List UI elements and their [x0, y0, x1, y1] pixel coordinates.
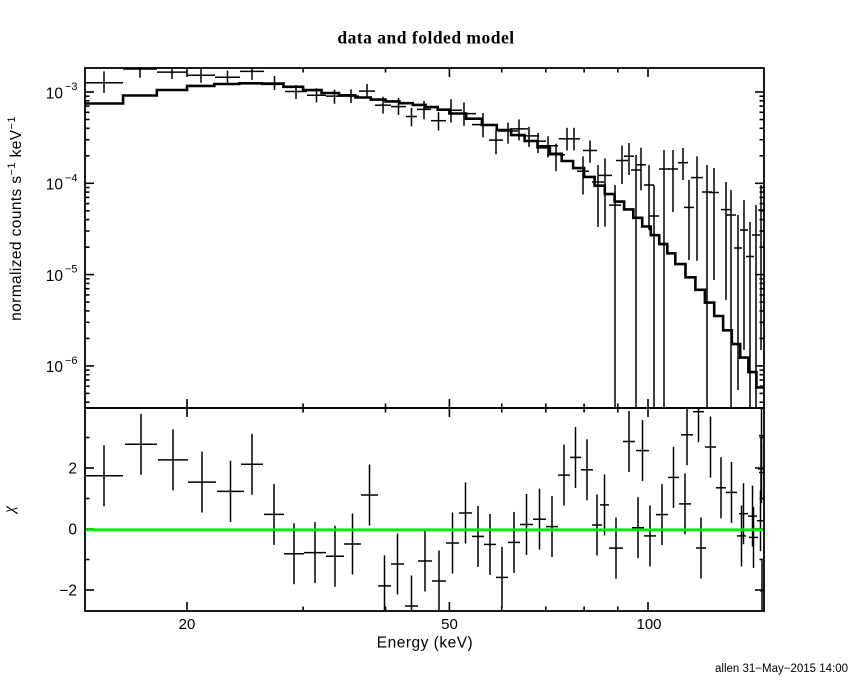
svg-text:100: 100	[636, 616, 661, 633]
svg-text:allen 31−May−2015 14:00: allen 31−May−2015 14:00	[715, 663, 848, 675]
svg-text:10: 10	[46, 177, 64, 194]
svg-text:10: 10	[46, 268, 64, 285]
svg-text:20: 20	[179, 616, 196, 633]
svg-text:10: 10	[46, 359, 64, 376]
svg-text:50: 50	[441, 616, 458, 633]
svg-text:data and folded model: data and folded model	[337, 28, 514, 48]
svg-text:−3: −3	[65, 81, 78, 93]
svg-text:−5: −5	[65, 264, 78, 276]
svg-text:χ: χ	[1, 505, 18, 515]
svg-text:normalized counts s−1 keV−1: normalized counts s−1 keV−1	[6, 116, 25, 321]
svg-text:−2: −2	[59, 583, 77, 600]
svg-text:10: 10	[46, 85, 64, 102]
svg-text:−6: −6	[65, 355, 78, 367]
svg-text:Energy (keV): Energy (keV)	[377, 635, 473, 652]
svg-text:0: 0	[68, 522, 77, 539]
svg-text:−4: −4	[65, 172, 78, 184]
svg-text:2: 2	[68, 461, 77, 478]
